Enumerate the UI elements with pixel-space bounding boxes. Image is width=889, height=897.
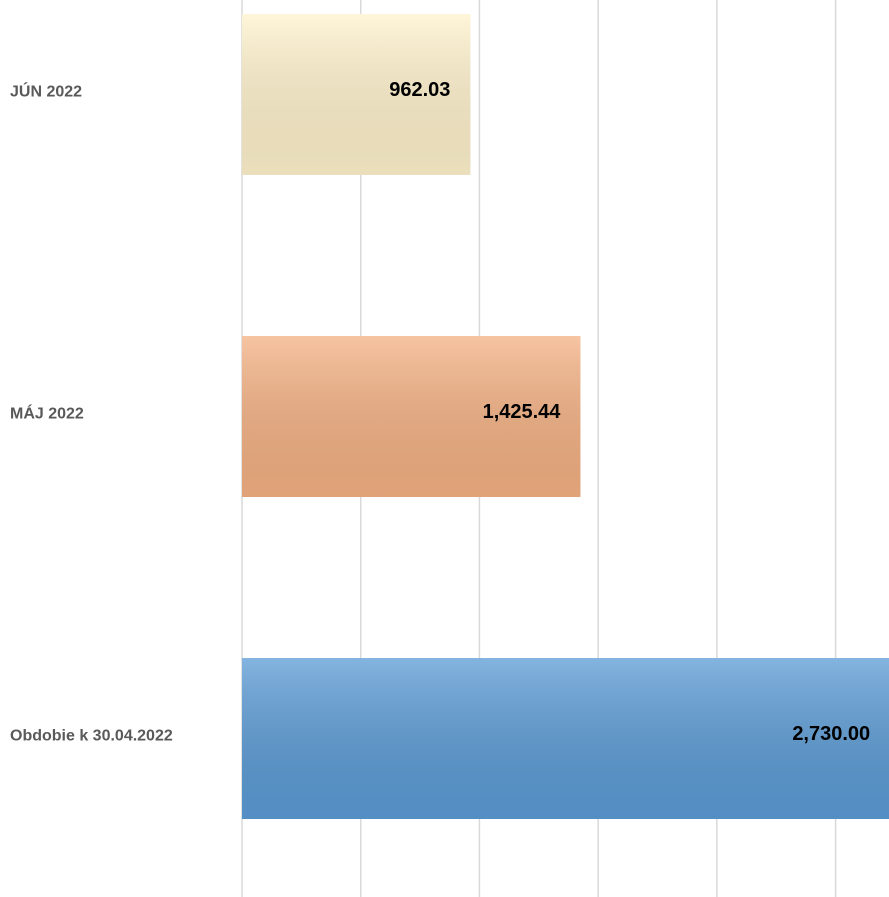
- y-tick-label: Obdobie k 30.04.2022: [10, 728, 173, 745]
- y-tick-label: MÁJ 2022: [10, 404, 84, 423]
- data-label: 2,730.00: [792, 723, 870, 745]
- y-tick-label: JÚN 2022: [10, 82, 82, 101]
- bar-shade: [242, 336, 581, 497]
- bar-shade: [242, 14, 471, 175]
- data-label: 962.03: [389, 79, 450, 101]
- data-label: 1,425.44: [483, 401, 562, 423]
- bar-shade: [242, 658, 889, 819]
